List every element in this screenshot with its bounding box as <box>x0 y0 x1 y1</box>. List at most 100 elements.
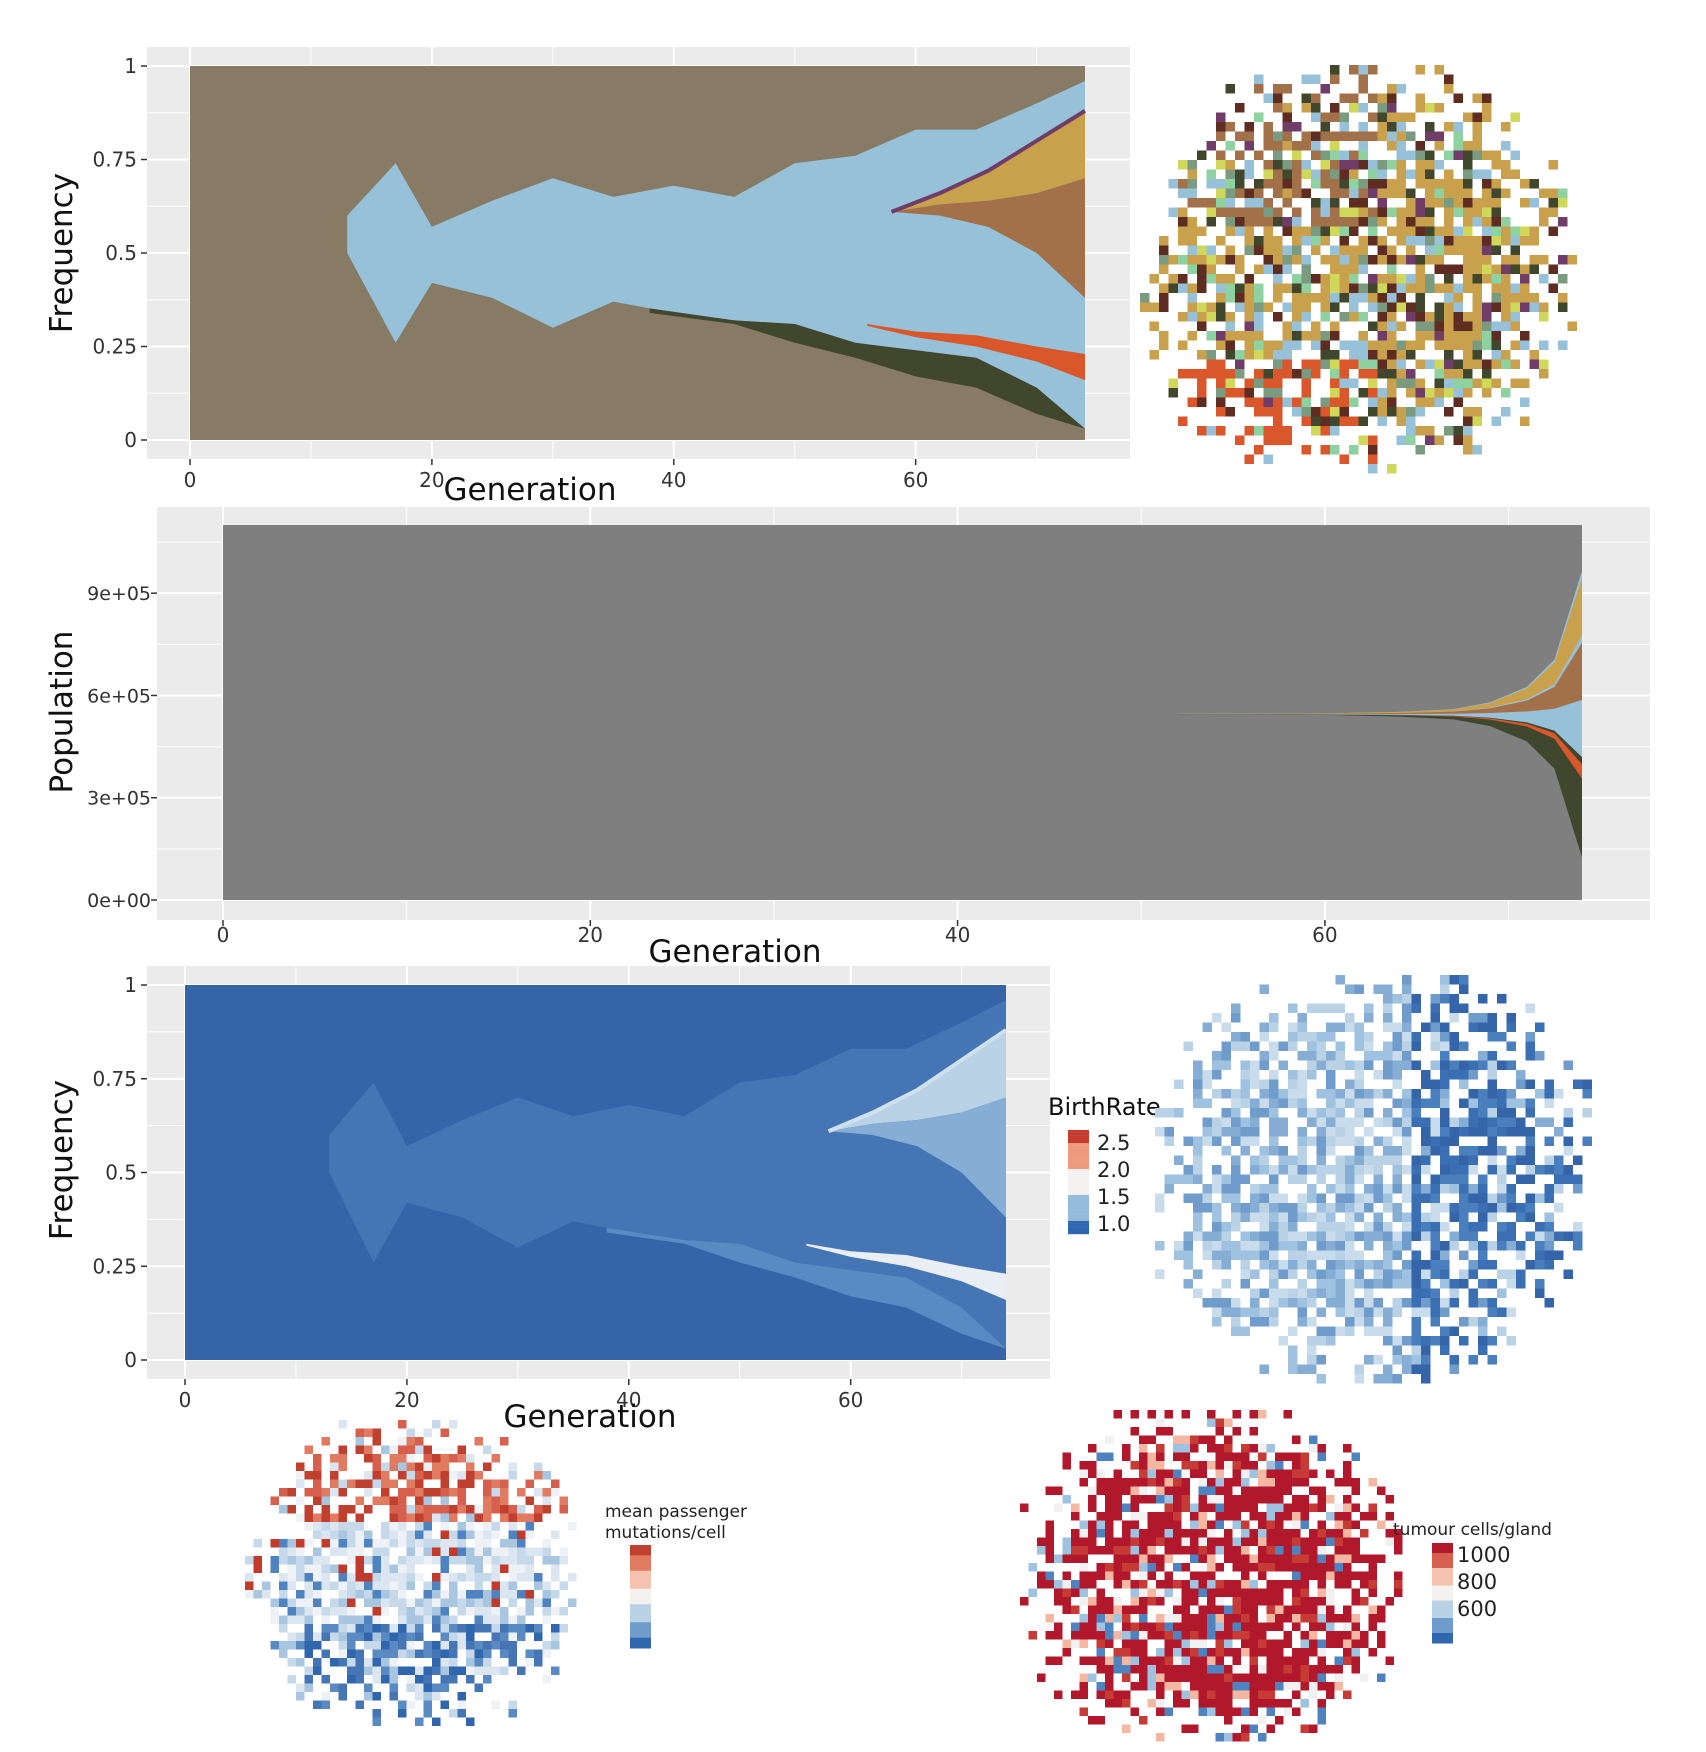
map-cell <box>1330 207 1340 217</box>
map-cell <box>1345 1013 1355 1023</box>
legend-label: 2.0 <box>1097 1158 1130 1182</box>
map-cell <box>338 1581 347 1590</box>
map-cell <box>381 1556 390 1565</box>
map-cell <box>1392 1174 1402 1184</box>
legend-swatch <box>1432 1620 1453 1624</box>
map-cell <box>1548 264 1558 274</box>
map-cell <box>1096 1631 1105 1640</box>
map-cell <box>1326 1622 1335 1631</box>
map-cell <box>389 1539 398 1548</box>
clone-area <box>329 1000 1006 1349</box>
map-cell <box>279 1649 288 1658</box>
map-cell <box>1360 1597 1369 1606</box>
map-cell <box>1449 1013 1459 1023</box>
map-cell <box>1231 1032 1241 1042</box>
map-cell <box>1156 1682 1165 1691</box>
map-cell <box>287 1598 296 1607</box>
map-cell <box>1130 1648 1139 1657</box>
map-cell <box>1198 1503 1207 1512</box>
map-cell <box>1472 274 1482 284</box>
map-cell <box>1232 1546 1241 1555</box>
map-cell <box>1232 1427 1241 1436</box>
map-cell <box>1320 169 1330 179</box>
map-cell <box>1459 984 1469 994</box>
map-cell <box>1396 416 1406 426</box>
map-cell <box>1258 1469 1267 1478</box>
legend-swatch <box>630 1609 651 1613</box>
map-cell <box>1425 150 1435 160</box>
map-cell <box>1258 1639 1267 1648</box>
map-cell <box>1202 1079 1212 1089</box>
map-cell <box>1266 1520 1275 1529</box>
map-cell <box>1402 1022 1412 1032</box>
map-cell <box>1392 1184 1402 1194</box>
map-cell <box>1232 1614 1241 1623</box>
map-cell <box>415 1598 424 1607</box>
map-cell <box>1349 350 1359 360</box>
map-cell <box>1207 1444 1216 1453</box>
map-cell <box>1254 84 1264 94</box>
map-cell <box>1525 1051 1535 1061</box>
map-cell <box>474 1547 483 1556</box>
map-cell <box>304 1598 313 1607</box>
map-cell <box>1377 179 1387 189</box>
map-cell <box>1335 1003 1345 1013</box>
map-cell <box>500 1590 509 1599</box>
map-cell <box>1198 1673 1207 1682</box>
map-cell <box>398 1649 407 1658</box>
map-cell <box>1282 331 1292 341</box>
map-cell <box>534 1658 543 1667</box>
map-cell <box>1164 1136 1174 1146</box>
map-cell <box>1235 293 1245 303</box>
map-cell <box>1275 1546 1284 1555</box>
map-cell <box>1345 1279 1355 1289</box>
map-cell <box>1207 1648 1216 1657</box>
map-cell <box>1425 236 1435 246</box>
map-cell <box>1358 160 1368 170</box>
map-cell <box>1368 369 1378 379</box>
map-cell <box>1225 255 1235 265</box>
map-cell <box>1453 331 1463 341</box>
map-cell <box>1190 1724 1199 1733</box>
map-cell <box>1241 1486 1250 1495</box>
map-cell <box>1288 1022 1298 1032</box>
map-cell <box>1122 1546 1131 1555</box>
map-cell <box>1478 1260 1488 1270</box>
map-cell <box>1173 1682 1182 1691</box>
map-cell <box>1497 1288 1507 1298</box>
map-cell <box>1212 1174 1222 1184</box>
map-cell <box>1307 1184 1317 1194</box>
map-cell <box>1159 340 1169 350</box>
map-cell <box>423 1454 432 1463</box>
map-cell <box>1105 1656 1114 1665</box>
map-cell <box>1377 331 1387 341</box>
map-cell <box>1079 1622 1088 1631</box>
y-axis-title: Population <box>44 631 80 794</box>
map-cell <box>1283 1707 1292 1716</box>
map-cell <box>1430 1231 1440 1241</box>
map-cell <box>1240 1307 1250 1317</box>
map-cell <box>1054 1580 1063 1589</box>
map-cell <box>432 1471 441 1480</box>
map-cell <box>1113 1631 1122 1640</box>
map-cell <box>449 1530 458 1539</box>
map-cell <box>542 1547 551 1556</box>
map-cell <box>1266 1673 1275 1682</box>
map-cell <box>1402 1355 1412 1365</box>
map-cell <box>1288 1203 1298 1213</box>
map-cell <box>347 1573 356 1582</box>
legend-swatch <box>630 1557 651 1561</box>
map-cell <box>1096 1520 1105 1529</box>
map-cell <box>389 1683 398 1692</box>
map-cell <box>1278 1222 1288 1232</box>
map-cell <box>1360 1571 1369 1580</box>
map-cell <box>1330 350 1340 360</box>
map-cell <box>1491 340 1501 350</box>
map-cell <box>1235 264 1245 274</box>
map-cell <box>474 1564 483 1573</box>
map-cell <box>1339 274 1349 284</box>
map-cell <box>1392 1070 1402 1080</box>
map-cell <box>517 1590 526 1599</box>
map-cell <box>1516 1269 1526 1279</box>
map-cell <box>1487 1336 1497 1346</box>
